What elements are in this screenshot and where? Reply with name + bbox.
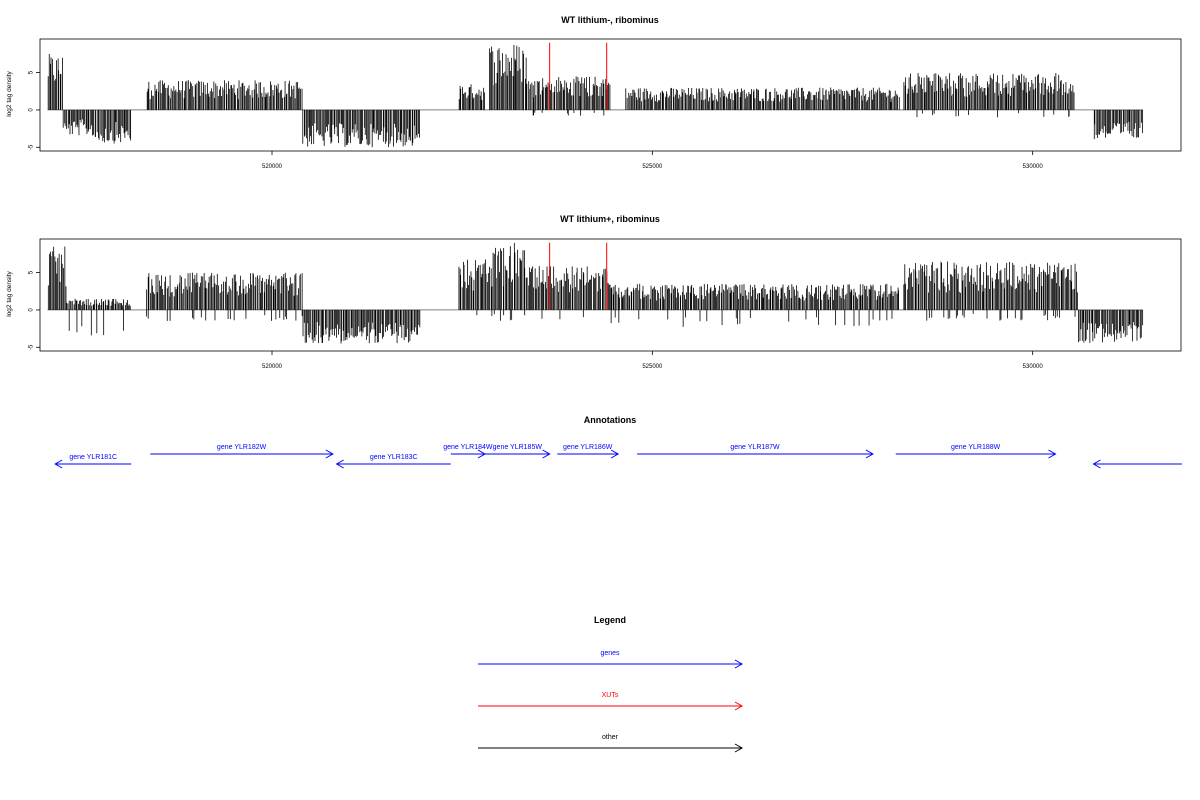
legend-arrow-head	[734, 743, 744, 753]
gene-annotation: gene YLR185W	[484, 444, 551, 459]
gene-label: gene YLR181C	[69, 454, 117, 461]
annotations-track: Annotations gene YLR181C gene YLR182W gene…	[54, 415, 1182, 469]
legend-item: XUTs	[478, 692, 744, 711]
annotations-title: Annotations	[584, 415, 637, 425]
legend-title: Legend	[594, 615, 626, 625]
gene-label: gene YLR182W	[217, 444, 267, 451]
gene-label: gene YLR187W	[730, 444, 780, 451]
gene-annotation: gene YLR186W	[557, 444, 620, 459]
plot-frame	[39, 238, 1182, 352]
gene-label: gene YLR186W	[563, 444, 613, 451]
gene-annotation: gene YLR184W	[443, 444, 493, 459]
legend-item: genes	[478, 650, 744, 669]
density-bars	[47, 44, 1144, 148]
y-tick-label: -5	[29, 144, 35, 150]
gene-arrow-head	[865, 449, 874, 459]
gene-annotation: gene YLR181C	[54, 454, 132, 469]
y-axis-label: log2 tag density	[6, 270, 13, 316]
legend-arrow-head	[734, 659, 744, 669]
y-tick-label: -5	[29, 344, 35, 350]
y-tick-label: 0	[29, 108, 35, 112]
x-tick-label: 525000	[642, 364, 663, 370]
gene-annotation: gene YLR183C	[335, 454, 451, 469]
x-tick-label: 530000	[1023, 164, 1044, 170]
density-bars	[47, 242, 1144, 344]
x-tick-label: 520000	[262, 364, 283, 370]
legend-item: other	[478, 734, 744, 753]
panel-title: WT lithium+, ribominus	[560, 214, 660, 224]
plot-frame	[39, 38, 1182, 152]
x-tick-label: 525000	[642, 164, 663, 170]
gene-annotation	[1092, 459, 1182, 469]
gene-annotation: gene YLR188W	[895, 444, 1057, 459]
gene-label: gene YLR185W	[493, 444, 543, 451]
x-tick-label: 530000	[1023, 364, 1044, 370]
legend-label: genes	[600, 650, 620, 657]
gene-label: gene YLR184W	[443, 444, 493, 451]
gene-arrow-head	[1092, 459, 1101, 469]
gene-arrow-head	[1048, 449, 1057, 459]
gene-label: gene YLR183C	[370, 454, 418, 461]
y-tick-label: 0	[29, 308, 35, 312]
y-axis-label: log2 tag density	[6, 70, 13, 116]
panel-title: WT lithium-, ribominus	[561, 15, 659, 25]
panel-lithium-minus: WT lithium-, ribominus log2 tag density …	[6, 15, 1182, 170]
gene-arrow-head	[325, 449, 334, 459]
gene-annotation: gene YLR187W	[637, 444, 874, 459]
legend-label: other	[602, 734, 619, 741]
legend-arrow-head	[734, 701, 744, 711]
x-tick-label: 520000	[262, 164, 283, 170]
y-tick-label: 5	[29, 270, 35, 274]
gene-arrow-head	[542, 449, 551, 459]
y-tick-label: 5	[29, 70, 35, 74]
panel-lithium-plus: WT lithium+, ribominus log2 tag density …	[6, 214, 1182, 370]
gene-annotation: gene YLR182W	[150, 444, 334, 459]
legend: Legend genes XUTs other	[478, 615, 744, 753]
legend-label: XUTs	[602, 692, 619, 699]
gene-label: gene YLR188W	[951, 444, 1001, 451]
gene-arrow-head	[54, 459, 63, 469]
gene-arrow-head	[610, 449, 620, 459]
gene-arrow-head	[335, 459, 344, 469]
